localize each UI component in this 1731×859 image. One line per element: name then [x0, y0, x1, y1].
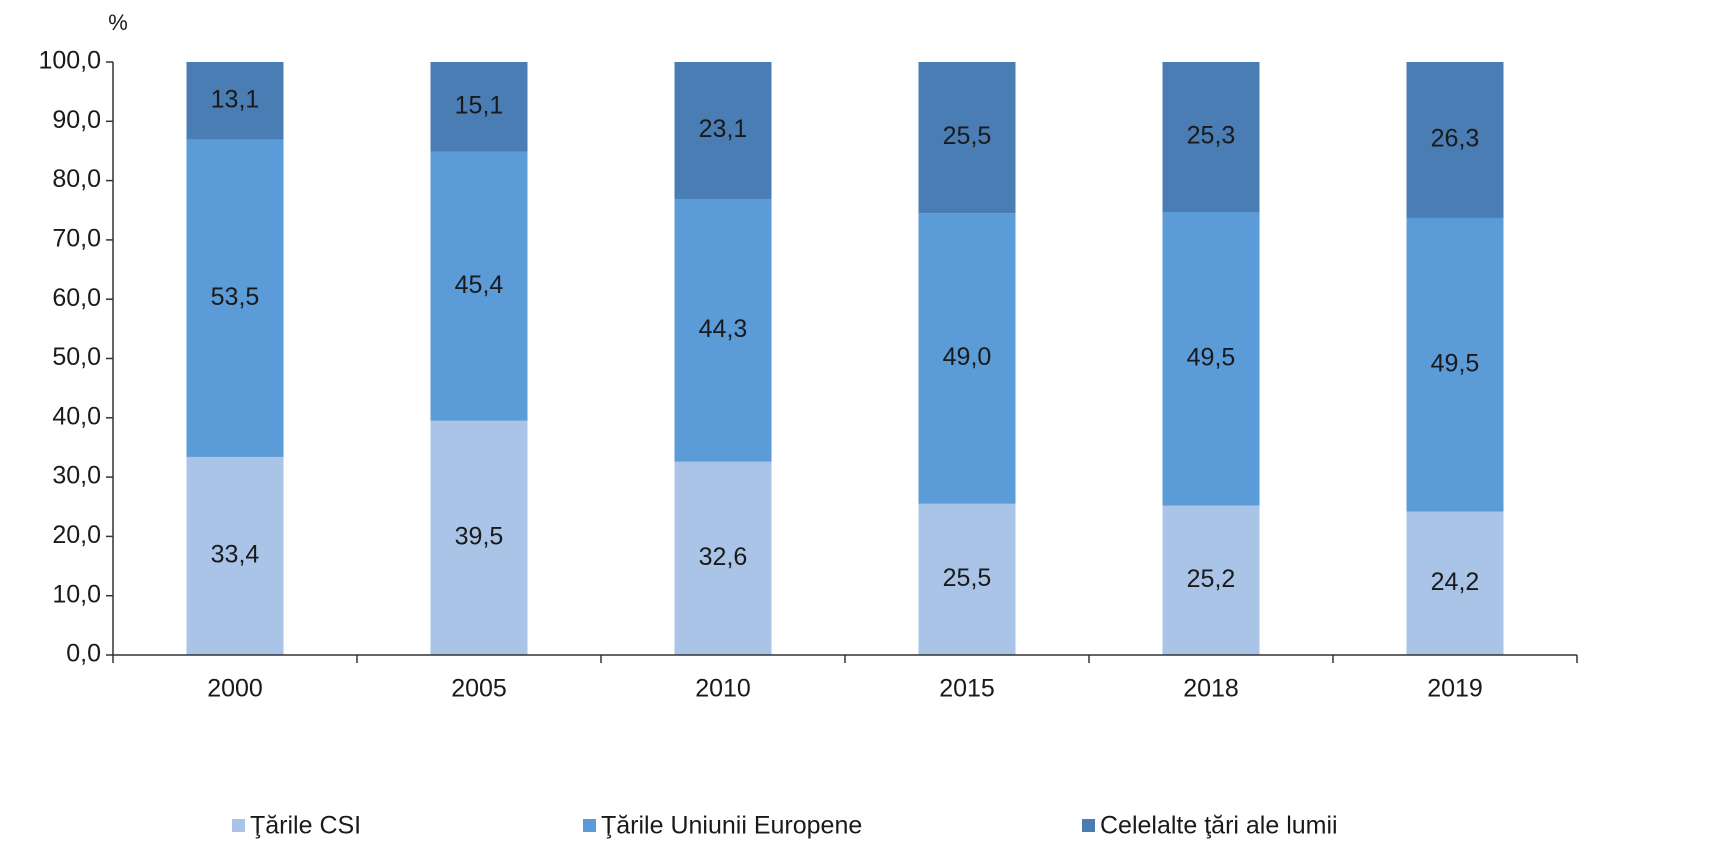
x-tick-label: 2000: [207, 675, 263, 703]
bar-segment: [430, 151, 528, 421]
bar-segment: [1162, 212, 1260, 506]
bar-segment: [430, 420, 528, 655]
y-tick-label: 30,0: [52, 462, 101, 490]
data-label: 53,5: [211, 283, 260, 311]
bar-segment: [674, 62, 772, 199]
bar-segment: [186, 62, 284, 140]
y-axis-label: %: [108, 10, 128, 35]
bar-segment: [1406, 511, 1504, 655]
x-tick-label: 2019: [1427, 675, 1483, 703]
data-label: 23,1: [699, 115, 748, 143]
data-label: 15,1: [455, 91, 504, 119]
data-label: 25,5: [943, 122, 992, 150]
data-label: 25,5: [943, 564, 992, 592]
y-tick-label: 100,0: [38, 47, 101, 75]
bar-segment: [186, 456, 284, 655]
data-label: 49,0: [943, 343, 992, 371]
x-tick-label: 2018: [1183, 675, 1239, 703]
bar-segment: [1406, 62, 1504, 218]
bar-segment: [186, 139, 284, 457]
y-tick-label: 20,0: [52, 521, 101, 549]
legend-label: Ţările Uniunii Europene: [601, 812, 862, 840]
bar-segment: [918, 213, 1016, 504]
bar-segment: [430, 62, 528, 152]
data-label: 26,3: [1431, 125, 1480, 153]
data-label: 49,5: [1431, 349, 1480, 377]
bar-segment: [918, 62, 1016, 214]
legend-label: Celelalte ţări ale lumii: [1100, 812, 1338, 840]
bar-segment: [1162, 505, 1260, 655]
x-tick-label: 2010: [695, 675, 751, 703]
data-label: 24,2: [1431, 568, 1480, 596]
bar-segment: [1162, 62, 1260, 213]
legend-swatch: [232, 819, 245, 832]
bar-segment: [674, 461, 772, 655]
data-label: 25,3: [1187, 122, 1236, 150]
data-label: 25,2: [1187, 565, 1236, 593]
y-tick-label: 0,0: [66, 640, 101, 668]
data-label: 44,3: [699, 315, 748, 343]
data-label: 39,5: [455, 522, 504, 550]
bar-segment: [918, 503, 1016, 655]
data-label: 32,6: [699, 543, 748, 571]
y-tick-label: 90,0: [52, 106, 101, 134]
data-label: 13,1: [211, 85, 260, 113]
y-tick-label: 10,0: [52, 580, 101, 608]
y-tick-label: 50,0: [52, 343, 101, 371]
y-tick-label: 40,0: [52, 402, 101, 430]
data-label: 33,4: [211, 541, 260, 569]
data-label: 49,5: [1187, 343, 1236, 371]
legend-swatch: [583, 819, 596, 832]
y-tick-label: 80,0: [52, 165, 101, 193]
bar-segment: [674, 198, 772, 462]
y-tick-label: 70,0: [52, 225, 101, 253]
x-tick-label: 2015: [939, 675, 995, 703]
x-tick-label: 2005: [451, 675, 507, 703]
y-tick-label: 60,0: [52, 284, 101, 312]
data-label: 45,4: [455, 271, 504, 299]
legend-label: Ţările CSI: [250, 812, 361, 840]
legend-swatch: [1082, 819, 1095, 832]
bar-segment: [1406, 217, 1504, 512]
